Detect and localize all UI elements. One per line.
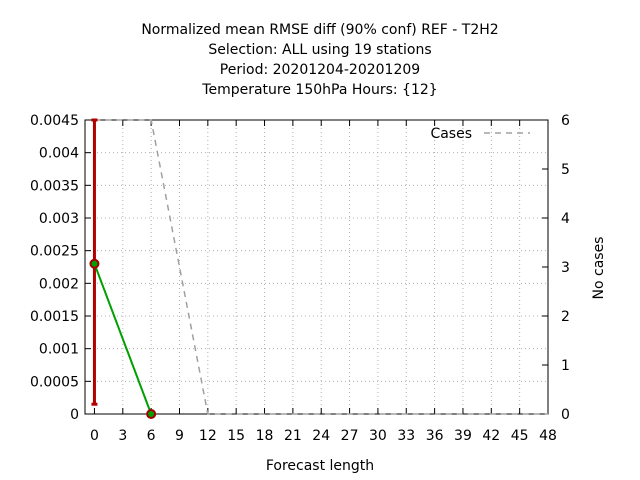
y-tick-label: 0.0035 <box>30 178 79 194</box>
y2-tick-label: 0 <box>561 407 570 423</box>
y-tick-label: 0.0045 <box>30 113 79 129</box>
x-tick-label: 42 <box>482 428 500 444</box>
y2-tick-label: 1 <box>561 358 570 374</box>
y2-tick-label: 6 <box>561 113 570 129</box>
x-tick-label: 30 <box>369 428 387 444</box>
chart-title-line-4: Temperature 150hPa Hours: {12} <box>202 82 438 98</box>
y2-tick-label: 4 <box>561 211 570 227</box>
x-tick-label: 3 <box>118 428 127 444</box>
y-tick-label: 0.002 <box>39 276 79 292</box>
x-tick-label: 9 <box>175 428 184 444</box>
y2-tick-label: 5 <box>561 162 570 178</box>
grid-lines <box>85 120 548 414</box>
chart-title-line-1: Normalized mean RMSE diff (90% conf) REF… <box>141 22 499 38</box>
y-tick-label: 0.0015 <box>30 309 79 325</box>
plot-frame <box>84 119 549 415</box>
x-tick-label: 24 <box>312 428 330 444</box>
x-tick-label: 21 <box>284 428 302 444</box>
x-tick-label: 33 <box>397 428 415 444</box>
x-tick-label: 36 <box>426 428 444 444</box>
x-tick-label: 27 <box>341 428 359 444</box>
y2-tick-label: 2 <box>561 309 570 325</box>
data-point <box>146 409 157 419</box>
data-point <box>89 258 100 269</box>
axes: 0 3 6 9 12 15 18 21 24 27 30 33 36 39 42 45 4800.00050.0… <box>30 113 570 444</box>
x-tick-label: 39 <box>454 428 472 444</box>
x-tick-label: 48 <box>539 428 557 444</box>
series-layer <box>89 118 548 419</box>
y-tick-label: 0.003 <box>39 211 79 227</box>
chart-title-line-2: Selection: ALL using 19 stations <box>208 42 432 58</box>
legend-label-cases: Cases <box>430 126 472 142</box>
y-tick-label: 0.004 <box>39 146 79 162</box>
series-line-rmse-diff <box>93 263 153 415</box>
y-tick-label: 0.0025 <box>30 244 79 260</box>
x-tick-label: 0 <box>90 428 99 444</box>
x-tick-label: 12 <box>199 428 217 444</box>
y2-axis-label: No cases <box>591 237 607 300</box>
chart-title-line-3: Period: 20201204-20201209 <box>219 62 421 78</box>
y-tick-label: 0 <box>70 407 79 423</box>
y-tick-label: 0.001 <box>39 342 79 358</box>
legend: Cases <box>430 126 530 142</box>
x-tick-label: 18 <box>256 428 274 444</box>
x-axis-label: Forecast length <box>266 458 374 474</box>
x-tick-label: 45 <box>511 428 529 444</box>
x-tick-label: 15 <box>227 428 245 444</box>
y2-tick-label: 3 <box>561 260 570 276</box>
x-tick-label: 6 <box>147 428 156 444</box>
y-tick-label: 0.0005 <box>30 374 79 390</box>
